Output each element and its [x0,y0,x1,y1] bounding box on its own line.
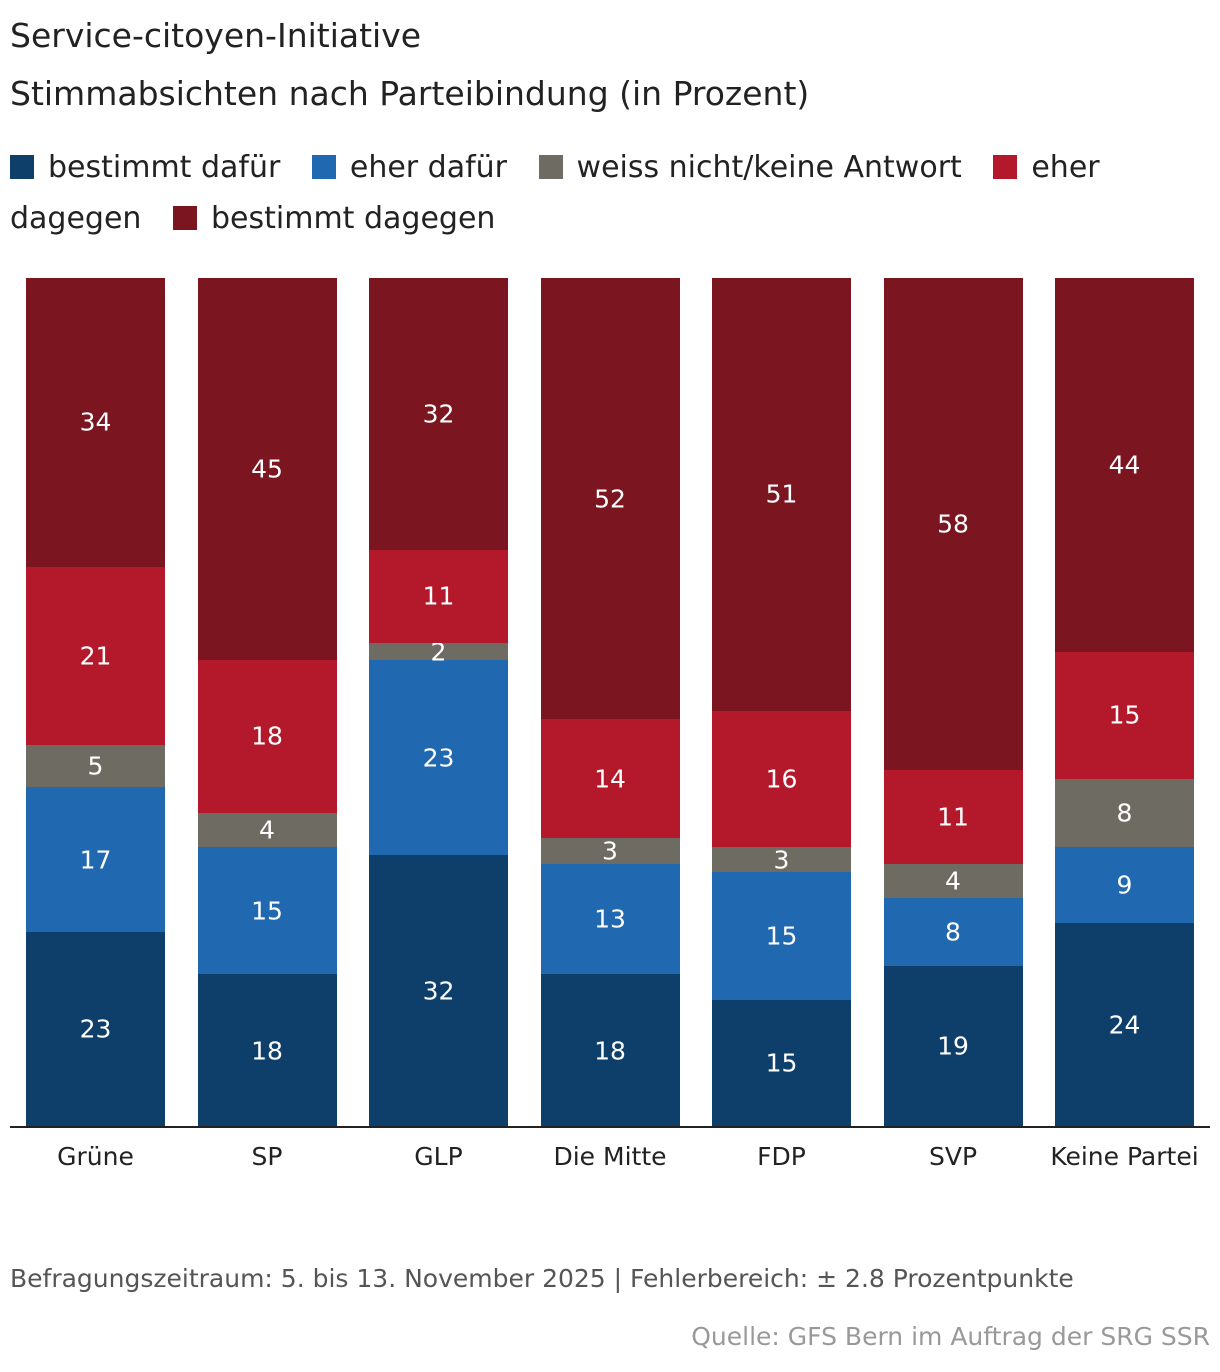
value-label: 11 [422,581,455,611]
value-label: 17 [79,845,112,875]
bar-segment [26,278,165,567]
value-label: 24 [1108,1010,1141,1040]
bar-segment [712,278,851,711]
bar-segment [712,999,851,1127]
bar-segment [883,278,1023,771]
bar-segment [540,974,680,1127]
value-label: 4 [945,866,961,896]
x-tick-label: Die Mitte [553,1142,667,1171]
bar-segment [540,863,680,975]
chart-subtitle: Stimmabsichten nach Parteibindung (in Pr… [10,74,810,113]
bar-segment [1055,923,1194,1127]
x-tick-label: SP [251,1142,283,1171]
legend-swatch [993,155,1018,179]
x-tick-label: SVP [928,1142,978,1171]
value-label: 19 [937,1031,969,1061]
value-label: 23 [79,1014,112,1044]
chart-title: Service-citoyen-Initiative [10,16,422,55]
bar-segment [712,846,851,873]
value-label: 52 [594,484,626,514]
bar-segment [369,855,508,1127]
value-label: 15 [251,896,283,925]
bar-segment [197,974,337,1127]
value-label: 11 [937,802,969,832]
value-label: 32 [422,399,455,429]
value-label: 58 [937,509,969,539]
bar-segment [712,872,851,1000]
bar-segment [883,770,1023,864]
value-label: 13 [594,904,626,934]
bar-segment [369,549,508,644]
value-label: 8 [1116,798,1133,828]
value-label: 15 [765,921,798,951]
bar-segment [26,566,165,745]
bar-segment [197,846,337,975]
value-label: 34 [79,407,112,437]
footnote: Befragungszeitraum: 5. bis 13. November … [10,1264,1074,1293]
value-label: 16 [765,764,798,794]
value-label: 9 [1116,870,1133,900]
bar-segment [540,838,680,864]
bar-segment [26,931,165,1127]
value-label: 18 [251,1036,283,1066]
legend: bestimmt dafür eher dafür weiss nicht/ke… [10,142,1110,244]
bar-segment [26,744,165,788]
bar-segment [1055,778,1194,847]
value-label: 23 [422,743,455,773]
legend-label: weiss nicht/keine Antwort [576,150,962,185]
value-label: 3 [773,845,790,875]
legend-swatch [311,155,336,179]
value-label: 8 [945,917,961,947]
bar-segment [712,710,851,847]
source: Quelle: GFS Bern im Auftrag der SRG SSR [691,1322,1210,1351]
bar-segment [540,719,680,839]
bar-segment [883,965,1023,1127]
value-label: 15 [765,1048,798,1078]
value-label: 4 [259,815,275,845]
x-tick-label: Grüne [57,1142,134,1171]
value-label: 15 [1108,700,1141,730]
bar-segment [369,660,508,856]
value-label: 32 [422,976,455,1006]
legend-swatch [538,155,563,179]
bar-segment [369,278,508,550]
bar-segment [540,278,680,720]
value-label: 44 [1108,450,1141,480]
bar-segment [1055,651,1194,779]
legend-swatch [10,155,34,179]
bar-segment [197,278,337,661]
legend-label: bestimmt dafür [48,150,281,185]
legend-label: bestimmt dagegen [211,201,496,236]
value-label: 3 [602,836,618,866]
value-label: 18 [594,1036,626,1066]
bar-segment [883,897,1023,966]
value-label: 51 [765,479,798,509]
value-label: 18 [251,721,283,751]
x-tick-label: FDP [757,1142,806,1171]
value-label: 45 [251,454,283,484]
value-label: 21 [79,641,112,671]
value-label: 5 [87,751,104,781]
value-label: 14 [594,764,626,794]
bar-segment [1055,278,1194,652]
legend-label: eher dagegen [10,150,1100,236]
bar-segment [197,812,337,847]
value-label: 2 [430,637,447,667]
legend-swatch [173,206,197,230]
legend-label: eher dafür [349,150,507,185]
bar-segment [197,660,337,813]
bar-segment [883,863,1023,898]
bar-segment [369,643,508,661]
x-axis-line [10,1126,1210,1128]
x-tick-label: GLP [414,1142,463,1171]
x-tick-label: Keine Partei [1050,1142,1199,1171]
bar-segment [26,787,165,932]
bar-segment [1055,846,1194,924]
